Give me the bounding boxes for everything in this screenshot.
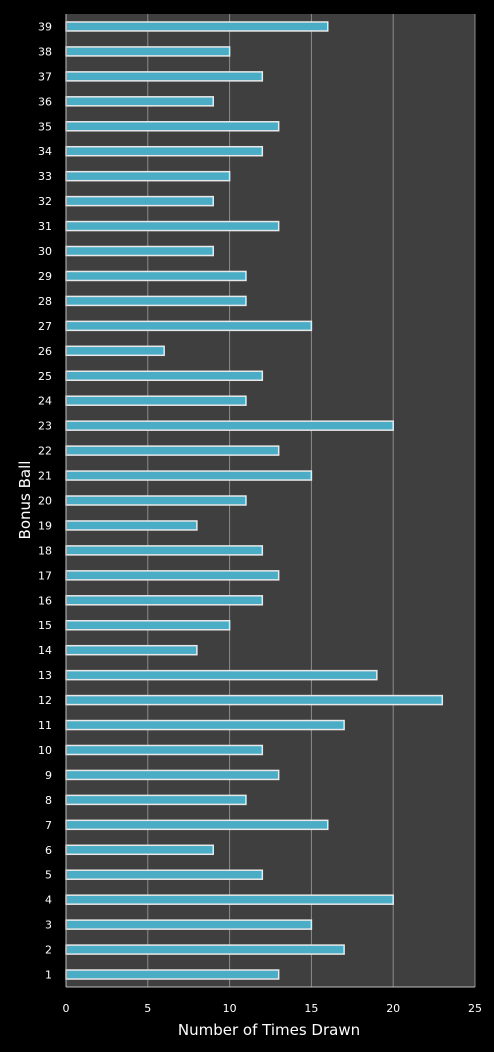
x-tick-label-25: 25 xyxy=(468,1002,482,1015)
bar-5 xyxy=(65,869,264,880)
y-tick-label-17: 17 xyxy=(38,569,52,582)
bar-36 xyxy=(65,96,214,107)
bar-16 xyxy=(65,595,264,606)
bar-23 xyxy=(65,420,394,431)
y-tick-label-14: 14 xyxy=(38,644,52,657)
y-tick-label-37: 37 xyxy=(38,70,52,83)
bar-11 xyxy=(65,719,345,731)
y-tick-label-15: 15 xyxy=(38,619,52,632)
x-axis-title: Number of Times Drawn xyxy=(178,1021,360,1039)
x-tick-label-0: 0 xyxy=(63,1002,70,1015)
y-tick-label-27: 27 xyxy=(38,320,52,333)
bar-22 xyxy=(65,445,280,456)
bar-18 xyxy=(65,545,264,556)
y-tick-label-25: 25 xyxy=(38,370,52,383)
bar-39 xyxy=(65,21,329,32)
x-tick-label-15: 15 xyxy=(304,1002,318,1015)
bar-29 xyxy=(65,270,247,282)
bar-35 xyxy=(65,121,280,132)
y-tick-label-16: 16 xyxy=(38,594,52,607)
y-tick-label-12: 12 xyxy=(38,694,52,707)
y-tick-label-7: 7 xyxy=(45,819,52,832)
y-tick-label-21: 21 xyxy=(38,470,52,483)
y-tick-label-20: 20 xyxy=(38,495,52,508)
bar-27 xyxy=(65,320,313,332)
bar-28 xyxy=(65,295,247,307)
bar-10 xyxy=(65,744,264,756)
y-tick-label-38: 38 xyxy=(38,45,52,58)
y-tick-label-18: 18 xyxy=(38,544,52,557)
y-tick-label-22: 22 xyxy=(38,445,52,458)
y-tick-label-3: 3 xyxy=(45,919,52,932)
bar-3 xyxy=(65,919,313,930)
y-tick-label-29: 29 xyxy=(38,270,52,283)
y-tick-label-19: 19 xyxy=(38,519,52,532)
y-tick-label-6: 6 xyxy=(45,844,52,857)
y-tick-label-13: 13 xyxy=(38,669,52,682)
bar-1 xyxy=(65,969,280,980)
y-tick-label-4: 4 xyxy=(45,894,52,907)
bar-24 xyxy=(65,395,247,406)
y-axis-title: Bonus Ball xyxy=(16,461,34,540)
y-tick-label-2: 2 xyxy=(45,944,52,957)
y-tick-label-24: 24 xyxy=(38,395,52,408)
y-tick-label-35: 35 xyxy=(38,120,52,133)
bar-4 xyxy=(65,894,394,905)
y-tick-label-8: 8 xyxy=(45,794,52,807)
y-tick-label-9: 9 xyxy=(45,769,52,782)
bar-30 xyxy=(65,245,214,257)
bar-20 xyxy=(65,495,247,506)
x-tick-label-5: 5 xyxy=(144,1002,151,1015)
x-tick-labels: 0 5 10 15 20 25 xyxy=(63,1002,483,1015)
y-tick-label-32: 32 xyxy=(38,195,52,208)
bar-6 xyxy=(65,844,214,856)
y-tick-label-31: 31 xyxy=(38,220,52,233)
bar-7 xyxy=(65,819,329,831)
bar-34 xyxy=(65,145,264,157)
bar-2 xyxy=(65,944,345,955)
bar-9 xyxy=(65,769,280,781)
y-tick-label-39: 39 xyxy=(38,20,52,33)
bar-21 xyxy=(65,470,313,481)
y-tick-label-5: 5 xyxy=(45,869,52,882)
bar-14 xyxy=(65,644,198,656)
bars xyxy=(65,21,444,980)
bar-33 xyxy=(65,170,231,182)
bar-26 xyxy=(65,345,165,357)
y-tick-label-28: 28 xyxy=(38,295,52,308)
y-tick-label-10: 10 xyxy=(38,744,52,757)
y-tick-label-30: 30 xyxy=(38,245,52,258)
bar-25 xyxy=(65,370,264,382)
bar-17 xyxy=(65,570,280,581)
y-tick-label-34: 34 xyxy=(38,145,52,158)
bar-8 xyxy=(65,794,247,806)
y-tick-label-11: 11 xyxy=(38,719,52,732)
y-tick-label-36: 36 xyxy=(38,95,52,108)
y-tick-label-33: 33 xyxy=(38,170,52,183)
bar-12 xyxy=(65,694,444,706)
y-tick-label-23: 23 xyxy=(38,420,52,433)
y-tick-label-26: 26 xyxy=(38,345,52,358)
y-tick-label-1: 1 xyxy=(45,969,52,982)
bar-31 xyxy=(65,220,280,232)
bar-38 xyxy=(65,46,231,57)
bar-13 xyxy=(65,669,378,681)
bar-37 xyxy=(65,71,264,82)
x-tick-label-20: 20 xyxy=(386,1002,400,1015)
x-tick-label-10: 10 xyxy=(223,1002,237,1015)
bar-32 xyxy=(65,195,214,207)
bar-19 xyxy=(65,520,198,531)
y-tick-labels: 1234567891011121314151617181920212223242… xyxy=(38,20,52,981)
bar-15 xyxy=(65,619,231,631)
